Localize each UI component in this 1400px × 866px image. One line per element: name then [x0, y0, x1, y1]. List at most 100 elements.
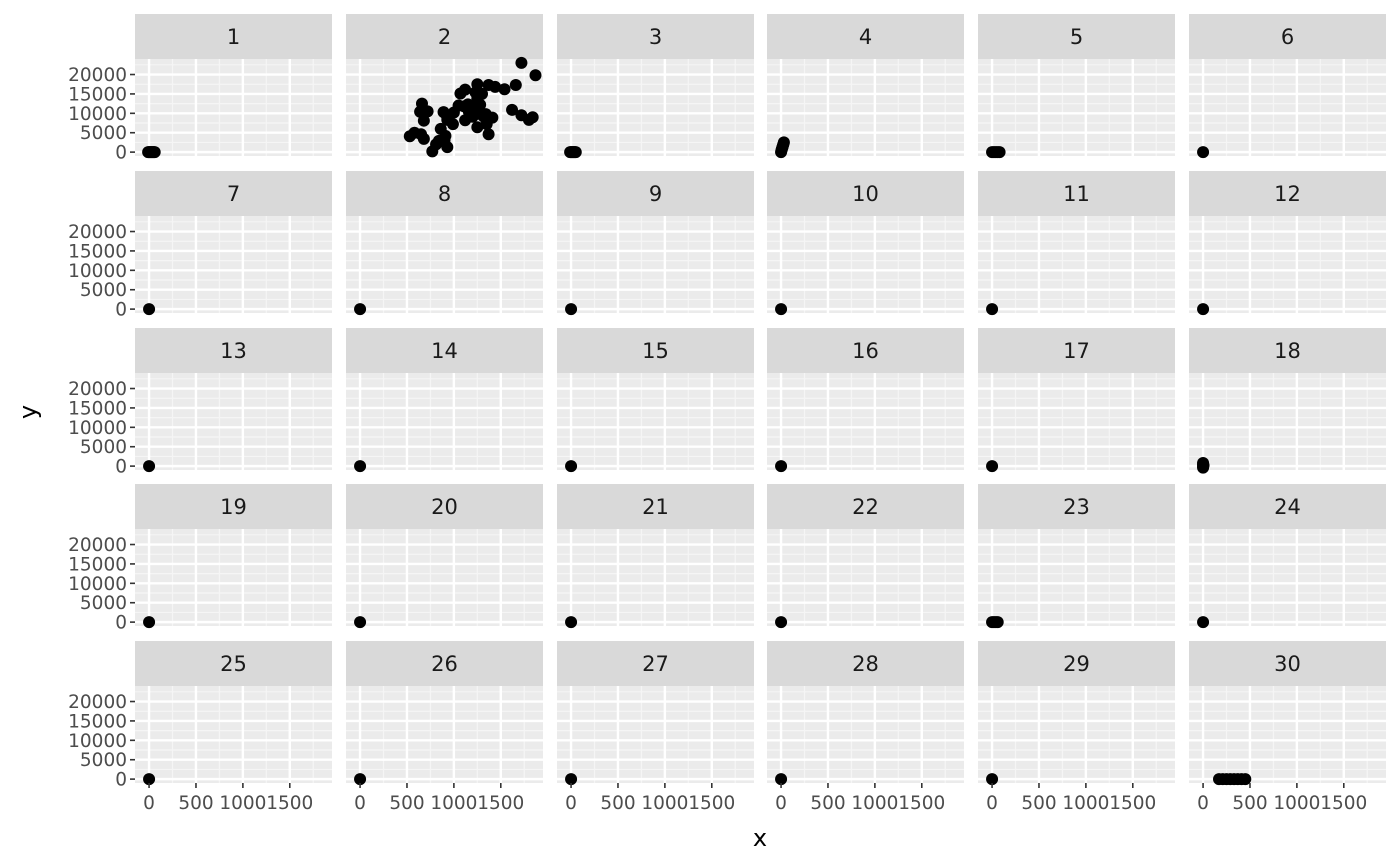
y-tick-label: 10000	[68, 574, 127, 595]
data-point	[426, 145, 439, 158]
points	[986, 460, 999, 473]
facet-strip-label: 16	[852, 339, 879, 363]
y-tick-label: 5000	[80, 750, 127, 771]
data-point	[471, 121, 484, 134]
x-tick-label: 500	[1232, 793, 1267, 814]
facet-strip	[978, 14, 1175, 59]
y-tick-label: 10000	[68, 261, 127, 282]
y-tick-label: 0	[115, 300, 127, 321]
facet-panel-16: 16	[767, 328, 964, 473]
data-point	[489, 80, 502, 93]
y-tick-label: 15000	[68, 711, 127, 732]
data-point	[1197, 459, 1210, 472]
data-point	[569, 146, 582, 159]
facet-strip-label: 13	[220, 339, 247, 363]
facet-strip	[978, 484, 1175, 529]
data-point	[421, 105, 434, 118]
facet-strip	[767, 14, 964, 59]
facet-strip	[135, 484, 332, 529]
points	[565, 303, 578, 316]
facet-strip	[767, 484, 964, 529]
points	[143, 460, 156, 473]
facet-strip-label: 9	[649, 182, 662, 206]
x-tick-label: 0	[775, 793, 787, 814]
facet-panel-15: 15	[557, 328, 754, 473]
points	[564, 146, 582, 159]
x-tick-label: 0	[565, 793, 577, 814]
facet-strip	[346, 14, 543, 59]
facet-strip-label: 22	[852, 495, 879, 519]
points	[403, 56, 542, 158]
facet-panel-6: 6	[1189, 14, 1386, 159]
data-point	[775, 303, 788, 316]
facet-strip-label: 1	[227, 25, 240, 49]
facet-panel-21: 21	[557, 484, 754, 629]
x-tick-label: 1500	[898, 793, 945, 814]
y-tick-label: 5000	[80, 593, 127, 614]
data-point	[775, 460, 788, 473]
x-tick-label: 1000	[430, 793, 477, 814]
x-tick-label: 1500	[1320, 793, 1367, 814]
facet-panel-29: 29	[978, 641, 1175, 786]
x-tick-label: 500	[600, 793, 635, 814]
x-tick-label: 500	[1021, 793, 1056, 814]
points	[354, 773, 367, 786]
points	[986, 616, 1004, 629]
data-point	[775, 773, 788, 786]
facet-panel-2: 2	[346, 14, 543, 158]
facet-panel-14: 14	[346, 328, 543, 473]
data-point	[459, 114, 472, 127]
facet-strip	[978, 328, 1175, 373]
y-tick-label: 5000	[80, 280, 127, 301]
data-point	[143, 303, 156, 316]
facet-panel-17: 17	[978, 328, 1175, 473]
x-tick-label: 1500	[477, 793, 524, 814]
data-point	[143, 616, 156, 629]
facet-strip	[1189, 14, 1386, 59]
y-tick-label: 10000	[68, 104, 127, 125]
facet-panel-27: 27	[557, 641, 754, 786]
facet-panel-3: 3	[557, 14, 754, 159]
data-point	[148, 146, 161, 159]
points	[986, 303, 999, 316]
data-point	[775, 616, 788, 629]
x-tick-label: 1000	[641, 793, 688, 814]
data-point	[498, 83, 511, 96]
x-tick-label: 1000	[1062, 793, 1109, 814]
facet-strip-label: 4	[859, 25, 872, 49]
facet-panel-19: 19	[135, 484, 332, 629]
facet-strip	[346, 328, 543, 373]
facet-strip	[346, 641, 543, 686]
facet-panel-13: 13	[135, 328, 332, 473]
facet-strip-label: 23	[1063, 495, 1090, 519]
facet-strip	[557, 641, 754, 686]
points	[1197, 457, 1210, 474]
y-tick-label: 5000	[80, 123, 127, 144]
data-point	[986, 460, 999, 473]
facet-strip	[346, 171, 543, 216]
x-tick-label: 1500	[266, 793, 313, 814]
data-point	[417, 114, 430, 127]
data-point	[143, 460, 156, 473]
facet-strip	[767, 328, 964, 373]
x-tick-label: 1500	[688, 793, 735, 814]
data-point	[777, 136, 790, 149]
data-point	[417, 132, 430, 145]
data-point	[354, 303, 367, 316]
facet-strip	[557, 328, 754, 373]
facet-strip	[557, 484, 754, 529]
x-axis-title: x	[753, 824, 767, 852]
data-point	[506, 103, 519, 116]
points	[565, 616, 578, 629]
data-point	[403, 130, 416, 143]
facet-strip-label: 19	[220, 495, 247, 519]
x-tick-label: 500	[810, 793, 845, 814]
y-tick-label: 0	[115, 613, 127, 634]
facet-strip-label: 30	[1274, 652, 1301, 676]
facet-panel-23: 23	[978, 484, 1175, 629]
data-point	[1197, 616, 1210, 629]
y-tick-label: 10000	[68, 731, 127, 752]
data-point	[522, 113, 535, 126]
facet-strip	[767, 171, 964, 216]
points	[775, 773, 788, 786]
